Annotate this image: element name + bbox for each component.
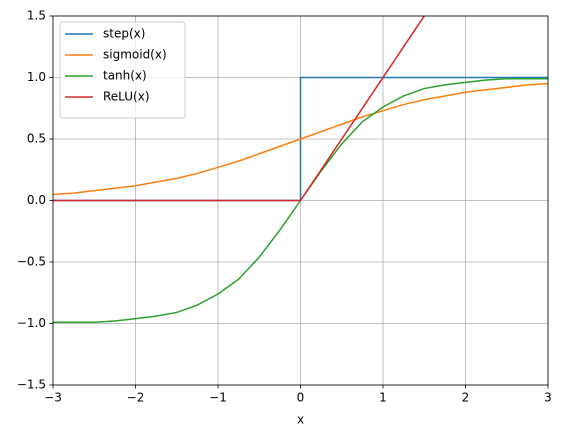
y-tick-label: −1.0 xyxy=(17,316,46,330)
y-tick-label: 1.5 xyxy=(27,9,46,23)
x-tick-label: −3 xyxy=(44,391,62,405)
legend-label: tanh(x) xyxy=(103,69,147,83)
legend-box xyxy=(59,21,186,119)
legend-label: sigmoid(x) xyxy=(103,48,167,62)
x-tick-label: −1 xyxy=(209,391,227,405)
legend-label: step(x) xyxy=(103,27,145,41)
y-tick-label: 1.0 xyxy=(27,70,46,84)
series-line xyxy=(53,82,548,196)
x-tick-label: 0 xyxy=(297,391,305,405)
y-tick-label: −0.5 xyxy=(17,255,46,269)
y-tick-label: 0.0 xyxy=(27,193,46,207)
legend-label: ReLU(x) xyxy=(103,90,150,104)
x-tick-label: −2 xyxy=(127,391,145,405)
x-tick-label: 1 xyxy=(379,391,387,405)
y-tick-label: −1.5 xyxy=(17,378,46,392)
y-tick-label: 0.5 xyxy=(27,132,46,146)
x-tick-label: 2 xyxy=(462,391,470,405)
x-tick-label: 3 xyxy=(544,391,552,405)
x-axis-label: x xyxy=(297,413,304,427)
series-line xyxy=(53,16,426,202)
